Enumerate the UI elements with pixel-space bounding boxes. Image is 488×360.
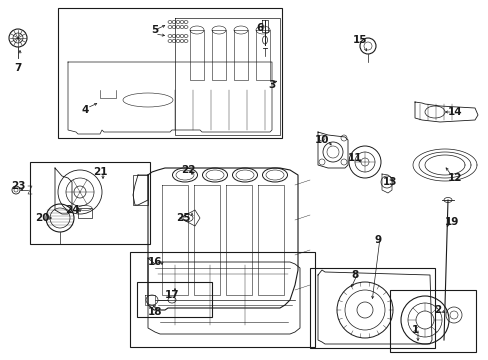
Text: 16: 16 [147,257,162,267]
Text: 20: 20 [35,213,49,223]
Text: 2: 2 [433,305,441,315]
Text: 11: 11 [347,153,362,163]
Bar [130,252,314,347]
Text: 21: 21 [93,167,107,177]
Text: 4: 4 [81,105,88,115]
Text: 5: 5 [151,25,158,35]
Text: 19: 19 [444,217,458,227]
Text: 8: 8 [351,270,358,280]
Text: 1: 1 [410,325,418,335]
Text: 7: 7 [14,63,21,73]
Text: 12: 12 [447,173,461,183]
Text: 17: 17 [164,290,179,300]
Bar [133,175,148,205]
Bar [30,162,150,244]
Text: 14: 14 [447,107,461,117]
Bar [389,290,475,352]
Text: 9: 9 [374,235,381,245]
Bar [309,268,434,348]
Text: 10: 10 [314,135,328,145]
Text: 3: 3 [268,80,275,90]
Text: 15: 15 [352,35,366,45]
Text: 23: 23 [11,181,25,191]
Text: 24: 24 [64,205,79,215]
Bar [137,282,212,317]
Text: 22: 22 [181,165,195,175]
Bar [58,8,282,138]
Text: 18: 18 [147,307,162,317]
Text: 13: 13 [382,177,396,187]
Text: 6: 6 [256,23,263,33]
Text: 25: 25 [175,213,190,223]
